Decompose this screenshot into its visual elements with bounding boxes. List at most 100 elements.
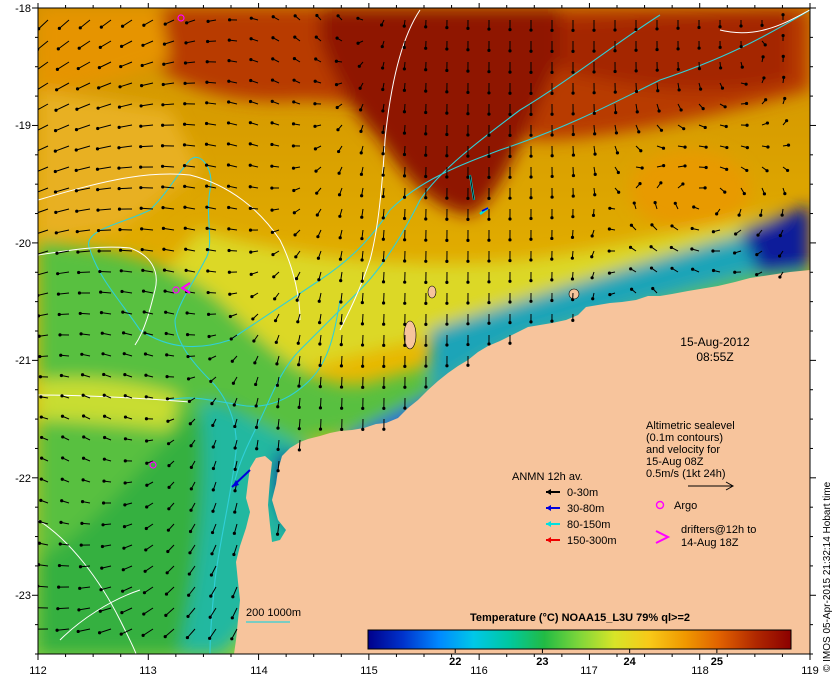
velocity-arrow-head: [762, 192, 767, 196]
velocity-arrow-head: [297, 405, 301, 409]
velocity-arrow-head: [337, 193, 342, 197]
x-tick-label: 118: [691, 665, 709, 677]
velocity-arrow: [142, 249, 154, 252]
velocity-arrow-head: [766, 145, 770, 149]
velocity-arrow-head: [487, 238, 491, 242]
velocity-arrow-head: [60, 414, 65, 418]
velocity-arrow-head: [143, 331, 147, 335]
velocity-arrow-head: [763, 43, 767, 47]
velocity-arrow-head: [760, 23, 764, 27]
velocity-arrow-head: [403, 343, 407, 347]
velocity-arrow-head: [40, 435, 44, 440]
velocity-arrow-head: [97, 249, 101, 253]
velocity-arrow-head: [226, 184, 231, 188]
velocity-arrow-head: [487, 133, 491, 137]
velocity-arrow-head: [613, 69, 617, 74]
velocity-arrow-head: [74, 128, 79, 132]
velocity-arrow-head: [338, 257, 343, 261]
velocity-arrow-head: [163, 22, 167, 26]
x-tick-label: 114: [250, 665, 268, 677]
velocity-arrow-head: [617, 190, 621, 194]
velocity-arrow-head: [204, 121, 209, 126]
legend-item: 30-80m: [546, 503, 604, 515]
velocity-arrow-head: [184, 247, 188, 251]
velocity-arrow-head: [487, 27, 491, 31]
velocity-arrow-head: [593, 132, 597, 136]
velocity-arrow-head: [292, 78, 296, 82]
velocity-arrow-head: [314, 57, 318, 61]
velocity-arrow-head: [337, 171, 341, 175]
velocity-arrow: [166, 586, 175, 595]
velocity-arrow-head: [570, 277, 575, 281]
velocity-arrow-head: [783, 96, 787, 101]
velocity-arrow-head: [638, 182, 642, 186]
velocity-arrow-head: [165, 397, 170, 401]
legend-title: ANMN 12h av.: [512, 471, 583, 483]
velocity-arrow-head: [466, 238, 470, 242]
velocity-arrow-head: [97, 631, 102, 635]
velocity-arrow-head: [185, 635, 190, 640]
velocity-arrow-head: [313, 79, 317, 83]
velocity-arrow-head: [529, 154, 533, 158]
velocity-arrow-head: [96, 208, 100, 212]
velocity-arrow-head: [508, 341, 512, 345]
velocity-arrow-head: [318, 406, 323, 410]
velocity-arrow-head: [78, 311, 82, 316]
velocity-arrow-head: [357, 64, 361, 68]
velocity-arrow-head: [167, 507, 171, 511]
velocity-arrow-head: [227, 58, 231, 63]
velocity-arrow-head: [725, 145, 729, 150]
velocity-arrow-head: [60, 477, 64, 481]
velocity-arrow-head: [424, 196, 428, 200]
velocity-arrow-head: [208, 615, 212, 619]
velocity-arrow: [58, 292, 70, 295]
velocity-arrow-head: [273, 319, 278, 323]
velocity-arrow-head: [381, 130, 385, 134]
velocity-arrow: [163, 82, 175, 85]
island: [403, 320, 417, 350]
velocity-arrow-head: [56, 47, 60, 51]
velocity-arrow-head: [33, 151, 36, 154]
velocity-arrow-head: [166, 442, 171, 446]
velocity-arrow-head: [77, 291, 82, 295]
velocity-arrow: [209, 607, 217, 618]
velocity-arrow-head: [276, 405, 280, 409]
velocity-arrow-head: [651, 286, 655, 291]
velocity-arrow-head: [315, 191, 319, 195]
velocity-arrow: [142, 40, 154, 46]
velocity-arrow-head: [681, 182, 685, 186]
velocity-arrow: [232, 586, 238, 597]
velocity-arrow-head: [56, 272, 60, 276]
velocity-arrow-head: [508, 258, 512, 263]
colorbar: Temperature (°C) NOAA15_L3U 79% ql>=2 22…: [367, 612, 792, 668]
velocity-arrow: [78, 61, 91, 69]
velocity-arrow-head: [101, 523, 105, 527]
velocity-arrow-head: [334, 59, 338, 63]
velocity-arrow-head: [34, 232, 37, 235]
velocity-arrow-head: [96, 126, 100, 131]
velocity-arrow: [56, 229, 70, 234]
altimetry-line: 0.5m/s (1kt 24h): [646, 468, 725, 480]
velocity-arrow-head: [723, 105, 727, 109]
velocity-arrow-head: [165, 353, 169, 357]
velocity-arrow-head: [139, 186, 143, 190]
velocity-arrow: [97, 208, 112, 211]
velocity-arrow-head: [607, 271, 612, 275]
velocity-arrow-head: [358, 86, 362, 90]
velocity-arrow: [140, 124, 154, 127]
velocity-arrow-head: [161, 123, 165, 127]
velocity-arrow-head: [38, 334, 41, 338]
velocity-arrow-head: [74, 189, 79, 193]
velocity-arrow-head: [683, 145, 687, 149]
velocity-arrow: [38, 145, 49, 152]
velocity-arrow: [78, 628, 91, 632]
velocity-arrow-head: [53, 190, 58, 194]
velocity-arrow-head: [571, 91, 575, 95]
velocity-arrow-head: [317, 278, 321, 282]
velocity-arrow-head: [508, 28, 512, 32]
legend-item-label: 150-300m: [567, 535, 617, 547]
velocity-arrow-head: [629, 267, 633, 271]
velocity-arrow: [76, 103, 91, 110]
velocity-arrow-head: [96, 106, 100, 110]
velocity-arrow-head: [80, 373, 85, 377]
